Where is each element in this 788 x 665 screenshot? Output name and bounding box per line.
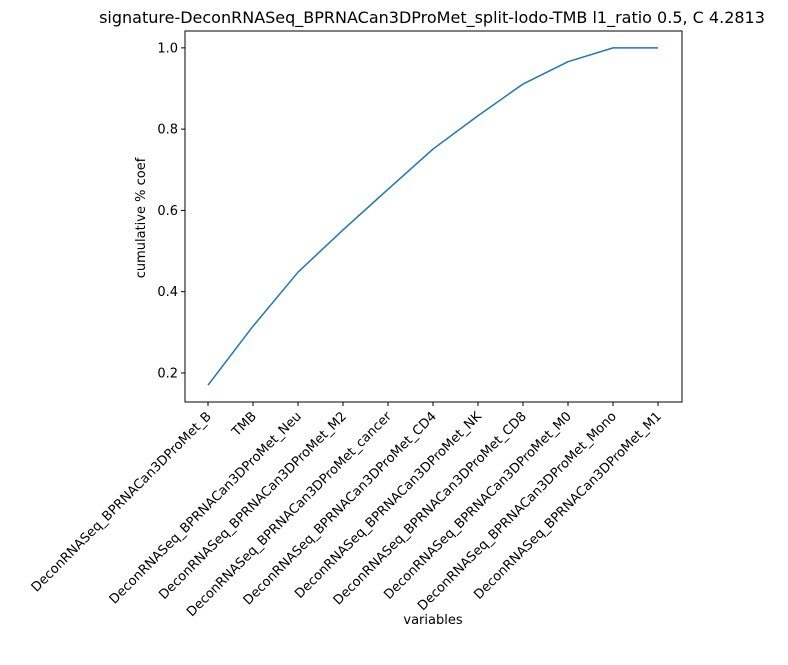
- x-tick-label: DeconRNASeq_BPRNACan3DProMet_cancer: [184, 409, 395, 620]
- plot-area: 0.2 0.4 0.6 0.8 1.0 DeconRNASeq_BPRNACan3DPro…: [29, 30, 683, 620]
- y-axis-label: cumulative % coef: [134, 157, 149, 278]
- chart-title: signature-DeconRNASeq_BPRNACan3DProMet_s…: [99, 8, 765, 28]
- series-line: [207, 47, 658, 386]
- x-axis-label: variables: [403, 613, 462, 628]
- y-tick-label: 0.4: [157, 285, 178, 300]
- y-tick-label: 0.6: [157, 204, 178, 219]
- plot-frame: [184, 30, 683, 403]
- x-tick-label: TMB: [229, 409, 260, 440]
- y-tick-label: 0.8: [157, 123, 178, 138]
- y-tick-label: 1.0: [157, 41, 178, 56]
- y-tick-label: 0.2: [157, 366, 178, 381]
